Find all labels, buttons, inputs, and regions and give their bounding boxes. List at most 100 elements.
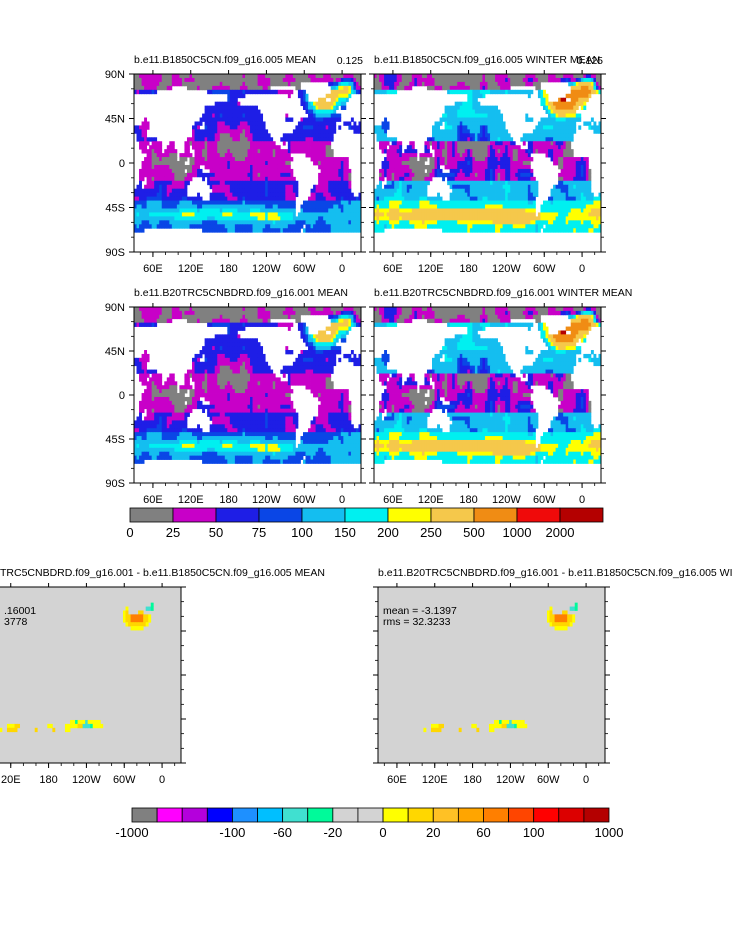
- map-cell: [282, 161, 286, 166]
- map-cell: [396, 161, 400, 166]
- map-cell: [260, 133, 264, 138]
- map-cell: [139, 81, 142, 87]
- map-cell: [527, 74, 531, 79]
- map-cell: [149, 77, 153, 83]
- map-cell: [507, 180, 511, 186]
- map-cell: [199, 157, 203, 162]
- map-cell: [176, 161, 180, 166]
- map-cell: [426, 85, 430, 91]
- map-cell: [255, 200, 258, 205]
- map-cell: [136, 74, 140, 79]
- map-cell: [426, 168, 430, 174]
- map-cell: [429, 81, 433, 87]
- map-cell: [409, 85, 413, 91]
- map-cell: [537, 133, 541, 138]
- map-cell: [512, 164, 516, 170]
- map-cell: [573, 129, 577, 134]
- map-cell: [219, 141, 223, 146]
- map-cell: [555, 133, 559, 138]
- map-cell: [328, 176, 332, 182]
- map-cell: [217, 200, 221, 205]
- map-cell: [325, 204, 329, 209]
- map-cell: [202, 224, 206, 229]
- map-cell: [406, 145, 410, 150]
- map-cell: [490, 81, 493, 87]
- map-cell: [560, 74, 564, 79]
- map-cell: [490, 121, 493, 126]
- map-cell: [224, 208, 228, 213]
- map-cell: [250, 184, 253, 190]
- map-cell: [333, 220, 337, 225]
- map-cell: [386, 77, 390, 83]
- map-cell: [335, 204, 339, 209]
- map-cell: [545, 145, 549, 150]
- map-cell: [181, 172, 185, 178]
- map-cell: [247, 161, 251, 166]
- map-cell: [348, 168, 352, 174]
- map-cell: [244, 172, 248, 178]
- map-cell: [287, 153, 291, 158]
- map-cell: [257, 161, 261, 166]
- map-cell: [209, 149, 213, 154]
- map-cell: [330, 74, 334, 79]
- map-cell: [517, 204, 521, 209]
- map-cell: [295, 129, 299, 134]
- map-cell: [376, 212, 380, 217]
- map-cell: [389, 172, 393, 178]
- map-cell: [247, 113, 251, 118]
- map-cell: [588, 81, 592, 87]
- map-cell: [237, 192, 241, 198]
- map-cell: [237, 137, 241, 142]
- map-cell: [318, 200, 322, 205]
- map-cell: [447, 157, 451, 162]
- map-cell: [134, 77, 137, 83]
- map-cell: [146, 164, 150, 170]
- map-cell: [515, 149, 519, 154]
- map-cell: [348, 85, 352, 91]
- map-cell: [280, 168, 284, 174]
- map-cell: [310, 145, 314, 150]
- map-cell: [244, 149, 248, 154]
- map-cell: [583, 164, 587, 170]
- map-cell: [570, 113, 574, 118]
- map-cell: [379, 200, 382, 205]
- map-cell: [548, 113, 551, 118]
- map-cell: [439, 153, 443, 158]
- map-cell: [262, 85, 266, 91]
- map-cell: [318, 220, 322, 225]
- map-cell: [262, 196, 266, 201]
- map-cell: [287, 176, 291, 182]
- map-cell: [495, 117, 498, 122]
- map-cell: [267, 176, 271, 182]
- map-cell: [350, 89, 354, 95]
- map-cell: [515, 161, 519, 166]
- map-cell: [139, 89, 142, 95]
- map-cell: [527, 212, 531, 217]
- map-cell: [527, 196, 531, 201]
- map-cell: [285, 137, 289, 142]
- map-cell: [439, 129, 443, 134]
- map-cell: [437, 74, 440, 79]
- map-cell: [419, 180, 423, 186]
- map-cell: [527, 172, 531, 178]
- map-cell: [474, 188, 478, 194]
- map-cell: [247, 117, 251, 122]
- map-cell: [477, 77, 481, 83]
- map-cell: [325, 176, 329, 182]
- map-cell: [212, 172, 216, 178]
- map-cell: [320, 188, 324, 194]
- map-cell: [429, 164, 433, 170]
- map-cell: [308, 77, 311, 83]
- map-cell: [252, 228, 256, 233]
- map-cell: [411, 77, 415, 83]
- map-cell: [197, 212, 200, 217]
- map-cell: [411, 168, 415, 174]
- map-cell: [495, 81, 498, 87]
- map-cell: [454, 74, 458, 79]
- map-cell: [553, 184, 556, 190]
- map-cell: [553, 141, 556, 146]
- map-cell: [525, 192, 529, 198]
- map-cell: [474, 200, 478, 205]
- map-cell: [214, 196, 218, 201]
- map-cell: [429, 212, 433, 217]
